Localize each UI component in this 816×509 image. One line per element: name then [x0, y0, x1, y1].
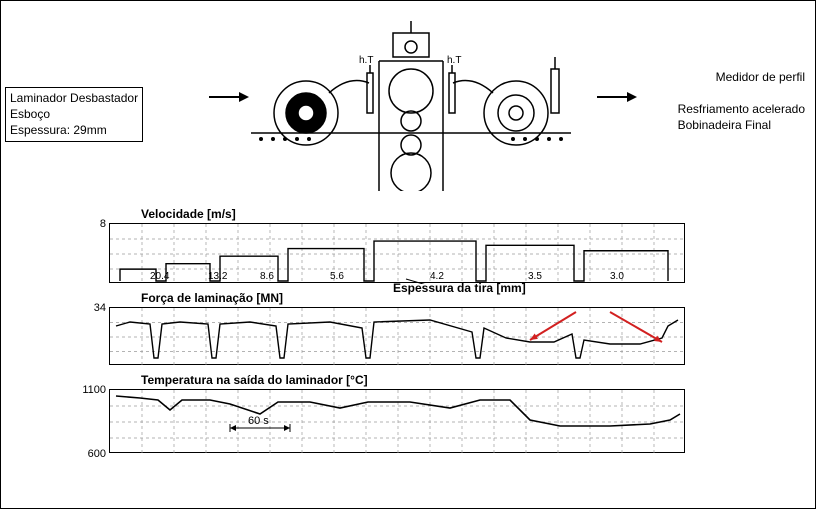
svg-text:3.5: 3.5: [528, 271, 542, 282]
svg-text:5.6: 5.6: [330, 271, 344, 282]
force-ytick: 34: [94, 302, 106, 314]
cooling-label: Resfriamento acelerado: [678, 101, 805, 117]
velocity-ytick: 8: [100, 218, 106, 230]
profile-gauge-label: Medidor de perfil: [716, 69, 805, 85]
h-label-right: h.T: [447, 55, 461, 66]
coiler-label: Bobinadeira Final: [678, 117, 805, 133]
temperature-title: Temperatura na saída do laminador [°C]: [141, 373, 715, 387]
temperature-ytick: 600: [88, 448, 106, 460]
svg-text:8.6: 8.6: [260, 271, 274, 282]
velocity-title: Velocidade [m/s]: [141, 207, 715, 221]
force-frame: 34: [109, 307, 685, 365]
force-title: Força de laminação [MN]: [141, 291, 715, 305]
left-line3: Espessura: 29mm: [10, 122, 138, 138]
velocity-chart: Velocidade [m/s] 20.413.28.65.64.23.53.0…: [109, 207, 715, 283]
steckel-mill-schematic: h.T h.T: [251, 21, 571, 191]
temperature-chart: Temperatura na saída do laminador [°C] 6…: [109, 373, 715, 453]
svg-text:60 s: 60 s: [248, 415, 269, 427]
svg-text:3.0: 3.0: [610, 271, 624, 282]
right-output-label: Resfriamento acelerado Bobinadeira Final: [678, 101, 805, 133]
velocity-frame: 20.413.28.65.64.23.53.08: [109, 223, 685, 283]
force-chart: Força de laminação [MN] 34: [109, 291, 715, 365]
temperature-frame: 60 s1100600: [109, 389, 685, 453]
svg-text:20.4: 20.4: [150, 271, 170, 282]
arrow-in-icon: [209, 89, 249, 105]
temperature-ytick: 1100: [82, 384, 106, 396]
left-input-label: Laminador Desbastador Esboço Espessura: …: [5, 87, 143, 142]
left-line2: Esboço: [10, 106, 138, 122]
top-area: Laminador Desbastador Esboço Espessura: …: [1, 1, 815, 191]
svg-text:13.2: 13.2: [208, 271, 228, 282]
h-label-left: h.T: [359, 55, 373, 66]
left-line1: Laminador Desbastador: [10, 90, 138, 106]
charts-area: Velocidade [m/s] 20.413.28.65.64.23.53.0…: [109, 207, 715, 461]
arrow-out-icon: [597, 89, 637, 105]
